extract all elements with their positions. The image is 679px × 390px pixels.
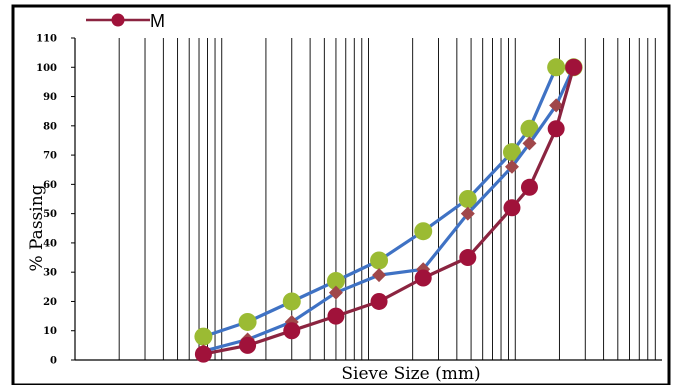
x-axis-title: Sieve Size (mm) <box>341 364 480 384</box>
grid-layer <box>118 38 656 360</box>
series-3 <box>194 58 583 363</box>
data-point <box>194 345 212 363</box>
series-1 <box>194 58 583 346</box>
y-tick-label: 30 <box>43 268 57 279</box>
y-tick-label: 90 <box>43 92 57 103</box>
y-tick-labels: 0 10 20 30 40 50 60 70 80 90 100 110 <box>36 34 75 367</box>
data-point <box>328 285 343 300</box>
data-point <box>460 206 475 221</box>
data-point <box>194 327 213 346</box>
y-tick-label: 10 <box>43 326 57 337</box>
y-tick-label: 100 <box>36 63 57 74</box>
data-point <box>549 98 564 113</box>
data-point <box>327 307 345 325</box>
y-tick-label: 40 <box>43 238 57 249</box>
data-point <box>458 190 477 208</box>
legend: M <box>86 11 165 31</box>
y-axis-title: % Passing <box>27 184 47 271</box>
legend-label: M <box>150 11 165 31</box>
data-point <box>565 58 583 76</box>
data-point <box>503 199 521 217</box>
data-point <box>459 249 477 267</box>
data-point <box>282 292 301 311</box>
series-layer <box>194 58 583 363</box>
y-tick-label: 50 <box>43 209 57 220</box>
data-point <box>239 336 257 354</box>
y-tick-label: 80 <box>43 121 57 132</box>
y-tick-label: 110 <box>36 34 57 45</box>
y-tick-label: 70 <box>43 151 57 162</box>
data-point <box>502 143 521 162</box>
data-point <box>238 312 257 331</box>
data-point <box>283 322 301 340</box>
data-point <box>372 268 387 283</box>
data-point <box>370 292 388 310</box>
y-tick-label: 20 <box>43 297 57 308</box>
data-point <box>547 120 565 138</box>
legend-marker <box>111 13 125 27</box>
y-tick-label: 0 <box>50 356 57 367</box>
data-point <box>520 119 539 138</box>
data-point <box>504 159 519 174</box>
data-point <box>414 222 433 241</box>
data-point <box>520 178 538 196</box>
data-point <box>326 271 345 290</box>
data-point <box>370 251 389 270</box>
data-point <box>414 269 432 287</box>
data-point <box>522 136 537 151</box>
data-point <box>547 58 566 77</box>
y-tick-label: 60 <box>43 180 57 191</box>
